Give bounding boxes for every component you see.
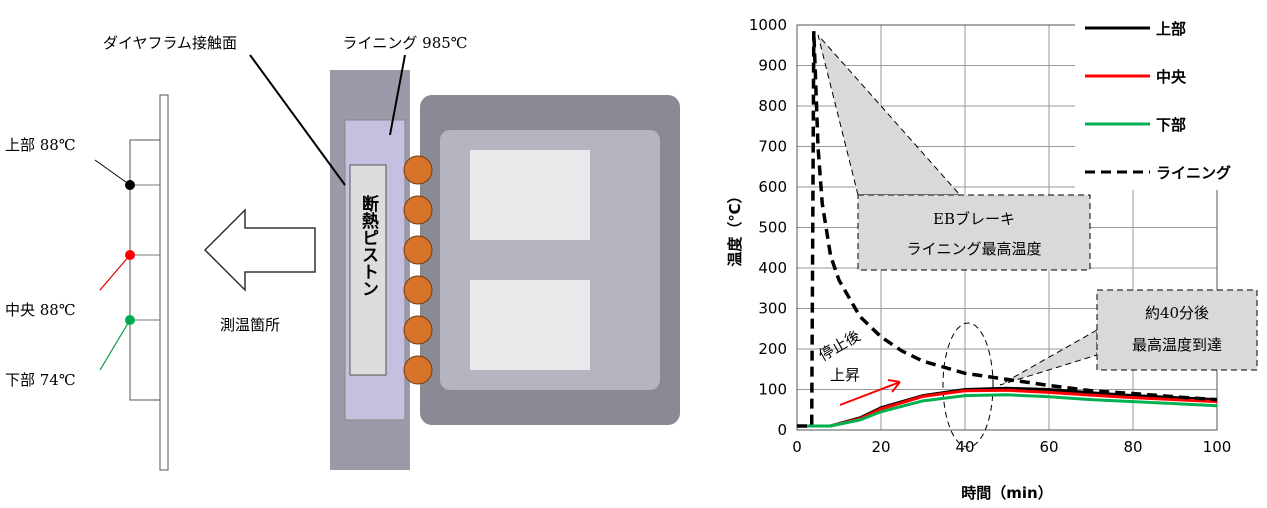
- y-tick-label: 400: [758, 259, 787, 277]
- y-axis-label: 温度（℃）: [726, 188, 744, 266]
- callout: [818, 35, 960, 195]
- x-tick-label: 0: [792, 438, 802, 456]
- annotation: 上昇: [830, 366, 860, 384]
- y-tick-label: 300: [758, 300, 787, 318]
- callout-box: [1097, 290, 1257, 370]
- y-tick-label: 600: [758, 178, 787, 196]
- y-tick-label: 0: [777, 421, 787, 439]
- label: 下部 74℃: [5, 371, 76, 389]
- y-tick-label: 500: [758, 219, 787, 237]
- y-tick-label: 900: [758, 57, 787, 75]
- y-tick-label: 800: [758, 97, 787, 115]
- highlight: [943, 323, 993, 447]
- x-axis-label: 時間（min）: [961, 484, 1052, 502]
- x-tick-label: 80: [1123, 438, 1142, 456]
- caliper-drawing: [95, 55, 680, 470]
- y-tick-label: 1000: [749, 16, 787, 34]
- label: 断熱ピストン: [358, 194, 379, 297]
- label: 測温箇所: [220, 316, 280, 334]
- label: ダイヤフラム接触面: [103, 34, 237, 52]
- y-tick-label: 100: [758, 381, 787, 399]
- annotation: ライニング最高温度: [906, 240, 1041, 258]
- legend-label: 中央: [1156, 68, 1187, 86]
- label: 上部 88℃: [5, 136, 76, 154]
- annotation: 停止後: [816, 327, 864, 365]
- label: ライニング 985℃: [342, 34, 467, 52]
- label: 中央 88℃: [5, 301, 76, 319]
- legend-label: ライニング: [1156, 164, 1231, 182]
- x-tick-label: 20: [871, 438, 890, 456]
- legend-label: 上部: [1156, 20, 1186, 38]
- annotation: 約40分後: [1145, 304, 1209, 322]
- page: ダイヤフラム接触面 ライニング 985℃ 上部 88℃ 中央 88℃ 下部 74…: [0, 0, 1267, 504]
- callout-box: [858, 195, 1090, 270]
- x-tick-label: 60: [1039, 438, 1058, 456]
- legend-label: 下部: [1156, 116, 1186, 134]
- x-tick-label: 100: [1203, 438, 1232, 456]
- y-tick-label: 700: [758, 138, 787, 156]
- y-tick-label: 200: [758, 340, 787, 358]
- annotation: 最高温度到達: [1132, 336, 1222, 354]
- annotation: EBブレーキ: [933, 210, 1015, 228]
